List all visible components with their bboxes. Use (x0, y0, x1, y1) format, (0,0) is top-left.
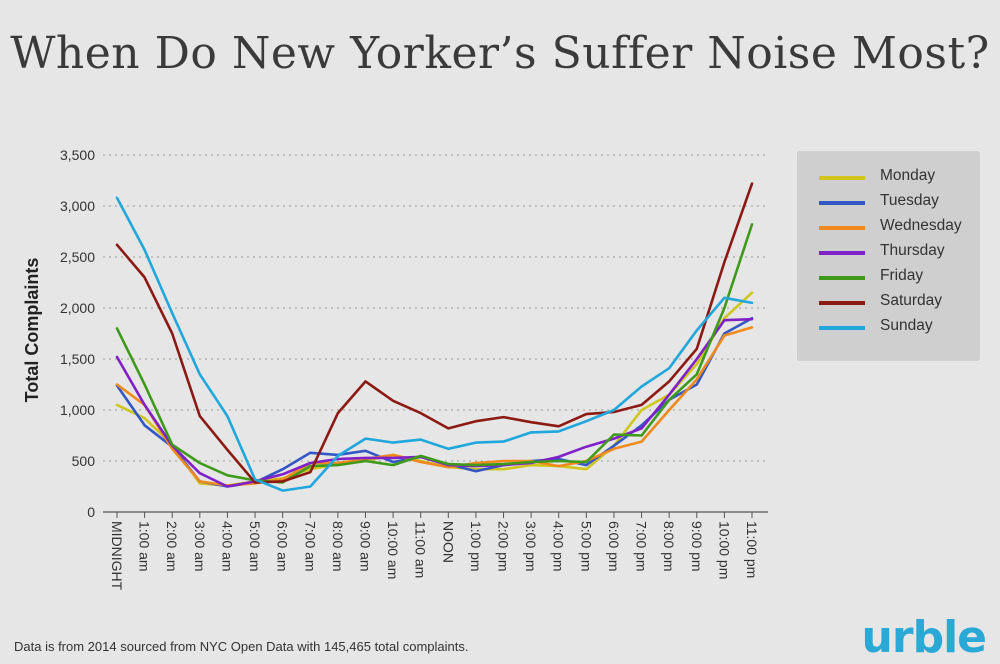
y-tick-label: 2,500 (60, 249, 95, 265)
legend: Monday Tuesday Wednesday Thursday Friday Satu… (797, 151, 980, 361)
x-tick-label: 3:00 am (192, 521, 208, 572)
chart-title: When Do New Yorker’s Suffer Noise Most? (10, 28, 990, 79)
x-tick-label: 7:00 pm (634, 521, 650, 572)
x-tick-label: 10:00 am (385, 521, 401, 579)
x-tick-label: 6:00 am (275, 521, 291, 572)
legend-label: Saturday (880, 292, 943, 309)
axis-layer: 0 500 1,000 1,500 2,000 2,500 3,000 3,500 MIDNIG… (60, 147, 768, 591)
x-tick-label: NOON (440, 521, 456, 563)
legend-item-monday[interactable]: Monday (797, 164, 980, 189)
y-tick-label: 3,500 (60, 147, 95, 163)
legend-label: Thursday (880, 242, 945, 259)
legend-swatch (819, 251, 865, 255)
legend-label: Wednesday (880, 217, 962, 234)
series-line-friday (115, 223, 754, 484)
x-tick-label: 8:00 pm (661, 521, 677, 572)
x-tick-label: 2:00 pm (496, 521, 512, 572)
footnote: Data is from 2014 sourced from NYC Open … (14, 639, 469, 654)
y-tick-label: 1,000 (60, 402, 95, 418)
x-tick-label: 11:00 am (413, 521, 429, 578)
x-tick-label: 2:00 am (164, 521, 180, 572)
y-tick-label: 3,000 (60, 198, 95, 214)
grid-layer (103, 154, 768, 462)
x-tick-label: 6:00 pm (606, 521, 622, 572)
series-line-sunday (115, 196, 754, 492)
x-tick-label: 9:00 am (357, 521, 373, 572)
y-axis-label: Total Complaints (22, 258, 42, 403)
x-tick-label: MIDNIGHT (109, 521, 125, 591)
series-layer (115, 182, 754, 492)
legend-label: Friday (880, 267, 924, 284)
x-tick-label: 10:00 pm (716, 521, 732, 579)
x-tick-label: 8:00 am (330, 521, 346, 572)
legend-swatch (819, 326, 865, 330)
y-tick-label: 0 (87, 504, 95, 520)
x-tick-label: 11:00 pm (744, 521, 760, 578)
legend-item-sunday[interactable]: Sunday (797, 314, 980, 339)
series-line-monday (115, 291, 754, 487)
legend-swatch (819, 176, 865, 180)
y-tick-label: 2,000 (60, 300, 95, 316)
legend-item-wednesday[interactable]: Wednesday (797, 214, 980, 239)
x-tick-label: 7:00 am (302, 521, 318, 572)
x-tick-label: 5:00 am (247, 521, 263, 572)
x-tick-label: 3:00 pm (523, 521, 539, 572)
legend-label: Sunday (880, 317, 933, 334)
x-tick-label: 4:00 pm (551, 521, 567, 572)
y-tick-label: 1,500 (60, 351, 95, 367)
x-tick-label: 1:00 pm (468, 521, 484, 572)
legend-label: Monday (880, 167, 936, 184)
y-tick-label: 500 (72, 453, 96, 469)
series-line-saturday (115, 182, 754, 484)
legend-item-thursday[interactable]: Thursday (797, 239, 980, 264)
legend-swatch (819, 276, 865, 280)
legend-swatch (819, 301, 865, 305)
x-tick-label: 5:00 pm (578, 521, 594, 572)
x-tick-label: 4:00 am (219, 521, 235, 572)
x-tick-label: 9:00 pm (689, 521, 705, 572)
legend-swatch (819, 226, 865, 230)
legend-item-tuesday[interactable]: Tuesday (797, 189, 980, 214)
legend-item-saturday[interactable]: Saturday (797, 289, 980, 314)
legend-label: Tuesday (880, 192, 939, 209)
legend-swatch (819, 201, 865, 205)
brand-logo[interactable]: urble (861, 612, 987, 663)
x-tick-label: 1:00 am (137, 521, 153, 572)
legend-item-friday[interactable]: Friday (797, 264, 980, 289)
